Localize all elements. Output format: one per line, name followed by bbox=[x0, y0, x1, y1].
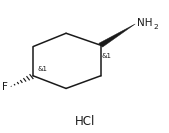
Text: 2: 2 bbox=[154, 24, 159, 30]
Text: &1: &1 bbox=[102, 53, 112, 59]
Text: HCl: HCl bbox=[74, 115, 95, 128]
Text: &1: &1 bbox=[37, 66, 47, 72]
Text: NH: NH bbox=[137, 18, 153, 28]
Polygon shape bbox=[99, 24, 135, 47]
Text: F: F bbox=[2, 82, 7, 92]
